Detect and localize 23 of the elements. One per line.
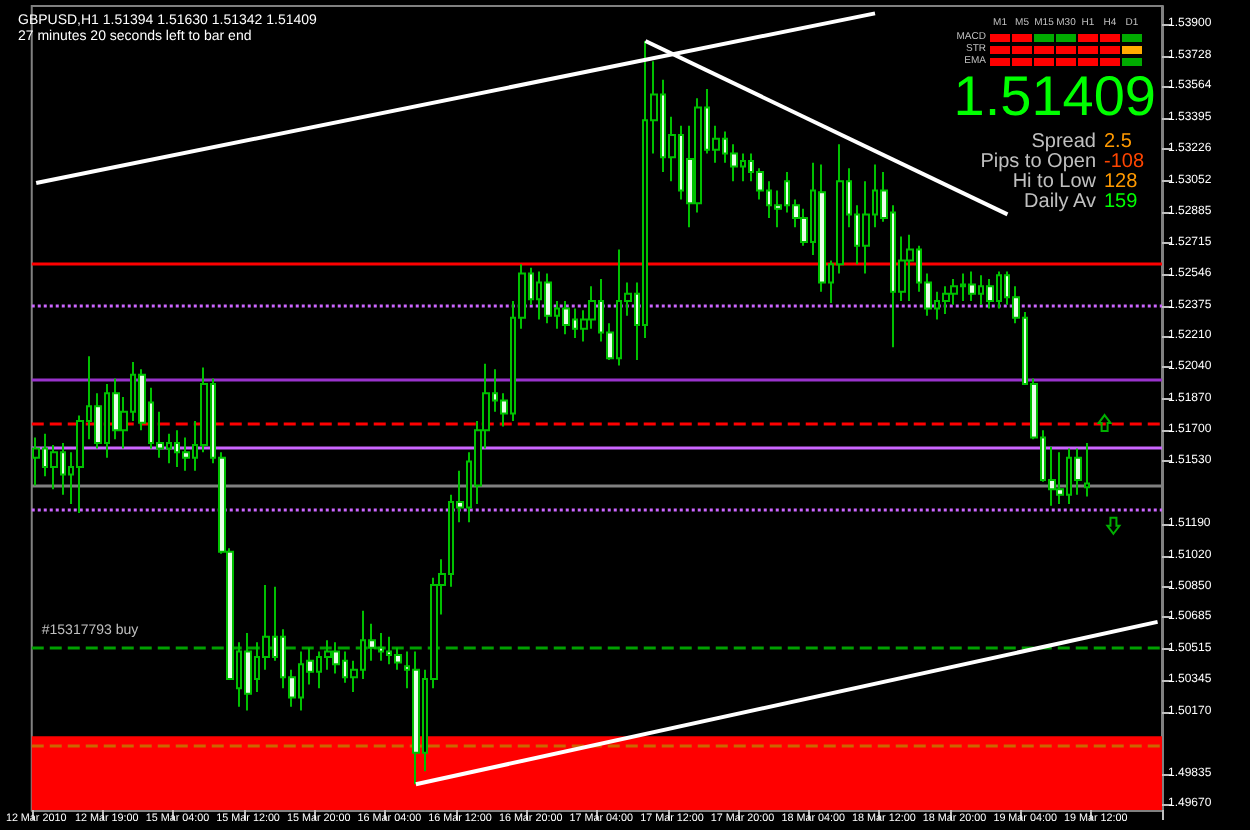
candlestick: [1074, 447, 1082, 496]
candlestick: [562, 300, 570, 336]
annotation: 128: [1104, 171, 1139, 193]
candlestick: [412, 650, 420, 786]
candlestick: [32, 436, 40, 487]
candlestick: [986, 277, 994, 310]
candlestick: [942, 285, 950, 315]
candlestick: [1056, 451, 1064, 505]
annotation: Daily Av: [1024, 191, 1096, 213]
candlestick: [906, 233, 914, 303]
candlestick: [544, 272, 552, 325]
candlestick: [332, 641, 340, 675]
annotation: 1.51409: [953, 65, 1156, 127]
candlestick: [244, 631, 252, 712]
annotation: Hi to Low: [1012, 171, 1098, 193]
annotation: 2.5: [1104, 131, 1133, 153]
candlestick: [950, 277, 958, 306]
candlestick: [968, 270, 976, 303]
annotation: -108: [1104, 151, 1145, 173]
annotation: 159: [1104, 191, 1139, 213]
annotation: Spread: [1031, 131, 1096, 153]
annotation: Pips to Open: [980, 151, 1096, 173]
candlestick: [1084, 442, 1090, 498]
